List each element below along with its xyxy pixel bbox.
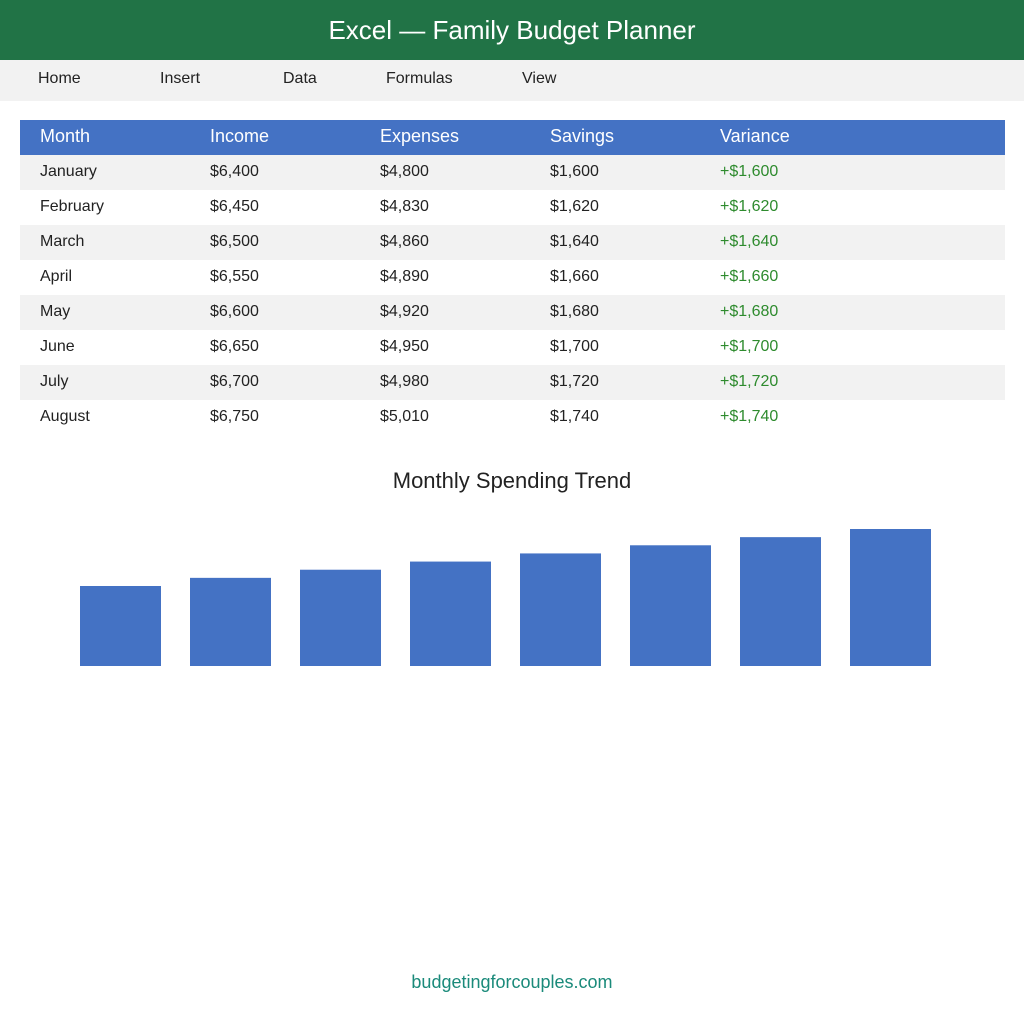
cell-savings[interactable]: $1,680 bbox=[550, 303, 599, 320]
cell-income[interactable]: $6,750 bbox=[210, 408, 259, 425]
cell-variance[interactable]: +$1,660 bbox=[720, 268, 779, 285]
cell-variance[interactable]: +$1,740 bbox=[720, 408, 779, 425]
cell-month[interactable]: January bbox=[40, 163, 97, 180]
cell-expenses[interactable]: $4,830 bbox=[380, 198, 429, 215]
cell-income[interactable]: $6,400 bbox=[210, 163, 259, 180]
column-header-variance[interactable]: Variance bbox=[720, 126, 790, 146]
cell-month[interactable]: April bbox=[40, 268, 73, 285]
cell-expenses[interactable]: $4,800 bbox=[380, 163, 429, 180]
cell-expenses[interactable]: $4,860 bbox=[380, 233, 429, 250]
cell-month[interactable]: May bbox=[40, 303, 71, 320]
menu-item-data[interactable]: Data bbox=[283, 70, 317, 87]
menu-item-home[interactable]: Home bbox=[38, 70, 81, 87]
footer-link[interactable]: budgetingforcouples.com bbox=[411, 972, 613, 992]
cell-savings[interactable]: $1,620 bbox=[550, 198, 599, 215]
bar-january[interactable] bbox=[80, 586, 161, 666]
cell-month[interactable]: February bbox=[40, 198, 105, 215]
cell-variance[interactable]: +$1,680 bbox=[720, 303, 779, 320]
column-header-month[interactable]: Month bbox=[40, 126, 91, 146]
table-row: April $6,550 $4,890 $1,660 +$1,660 bbox=[20, 260, 1005, 295]
window-title: Excel — Family Budget Planner bbox=[328, 14, 696, 45]
cell-month[interactable]: August bbox=[40, 408, 90, 425]
cell-variance[interactable]: +$1,700 bbox=[720, 338, 779, 355]
cell-expenses[interactable]: $4,980 bbox=[380, 373, 429, 390]
column-header-savings[interactable]: Savings bbox=[550, 126, 615, 146]
chart-title: Monthly Spending Trend bbox=[392, 468, 632, 493]
bar-march[interactable] bbox=[300, 569, 381, 666]
menu-item-formulas[interactable]: Formulas bbox=[386, 70, 453, 87]
window-title-bar: Excel — Family Budget Planner bbox=[0, 0, 1024, 60]
cell-savings[interactable]: $1,740 bbox=[550, 408, 599, 425]
table-row: May $6,600 $4,920 $1,680 +$1,680 bbox=[20, 295, 1005, 330]
cell-income[interactable]: $6,550 bbox=[210, 268, 259, 285]
spending-bar-chart bbox=[80, 529, 931, 666]
cell-savings[interactable]: $1,600 bbox=[550, 163, 599, 180]
table-row: August $6,750 $5,010 $1,740 +$1,740 bbox=[20, 400, 1005, 435]
cell-expenses[interactable]: $4,920 bbox=[380, 303, 429, 320]
bar-april[interactable] bbox=[410, 561, 491, 666]
cell-expenses[interactable]: $4,950 bbox=[380, 338, 429, 355]
cell-expenses[interactable]: $5,010 bbox=[380, 408, 429, 425]
menu-bar: Home Insert Data Formulas View bbox=[0, 60, 1024, 101]
bar-may[interactable] bbox=[520, 553, 601, 666]
cell-variance[interactable]: +$1,620 bbox=[720, 198, 779, 215]
cell-month[interactable]: June bbox=[40, 338, 75, 355]
cell-variance[interactable]: +$1,640 bbox=[720, 233, 779, 250]
cell-income[interactable]: $6,600 bbox=[210, 303, 259, 320]
cell-income[interactable]: $6,650 bbox=[210, 338, 259, 355]
cell-month[interactable]: July bbox=[40, 373, 69, 390]
cell-month[interactable]: March bbox=[40, 233, 85, 250]
cell-savings[interactable]: $1,660 bbox=[550, 268, 599, 285]
cell-savings[interactable]: $1,640 bbox=[550, 233, 599, 250]
cell-savings[interactable]: $1,720 bbox=[550, 373, 599, 390]
table-row: January $6,400 $4,800 $1,600 +$1,600 bbox=[20, 155, 1005, 190]
cell-savings[interactable]: $1,700 bbox=[550, 338, 599, 355]
menu-item-insert[interactable]: Insert bbox=[160, 70, 201, 87]
bar-august[interactable] bbox=[850, 529, 931, 666]
column-header-income[interactable]: Income bbox=[210, 126, 270, 146]
cell-variance[interactable]: +$1,600 bbox=[720, 163, 779, 180]
table-header-row: Month Income Expenses Savings Variance bbox=[20, 120, 1005, 155]
column-header-expenses[interactable]: Expenses bbox=[380, 126, 460, 146]
cell-income[interactable]: $6,700 bbox=[210, 373, 259, 390]
menu-item-view[interactable]: View bbox=[522, 70, 557, 87]
budget-table: Month Income Expenses Savings Variance J… bbox=[20, 120, 1005, 435]
table-row: March $6,500 $4,860 $1,640 +$1,640 bbox=[20, 225, 1005, 260]
bar-july[interactable] bbox=[740, 537, 821, 666]
bar-june[interactable] bbox=[630, 545, 711, 666]
cell-income[interactable]: $6,500 bbox=[210, 233, 259, 250]
cell-variance[interactable]: +$1,720 bbox=[720, 373, 779, 390]
table-row: February $6,450 $4,830 $1,620 +$1,620 bbox=[20, 190, 1005, 225]
table-row: July $6,700 $4,980 $1,720 +$1,720 bbox=[20, 365, 1005, 400]
cell-income[interactable]: $6,450 bbox=[210, 198, 259, 215]
bar-february[interactable] bbox=[190, 577, 271, 666]
table-row: June $6,650 $4,950 $1,700 +$1,700 bbox=[20, 330, 1005, 365]
cell-expenses[interactable]: $4,890 bbox=[380, 268, 429, 285]
